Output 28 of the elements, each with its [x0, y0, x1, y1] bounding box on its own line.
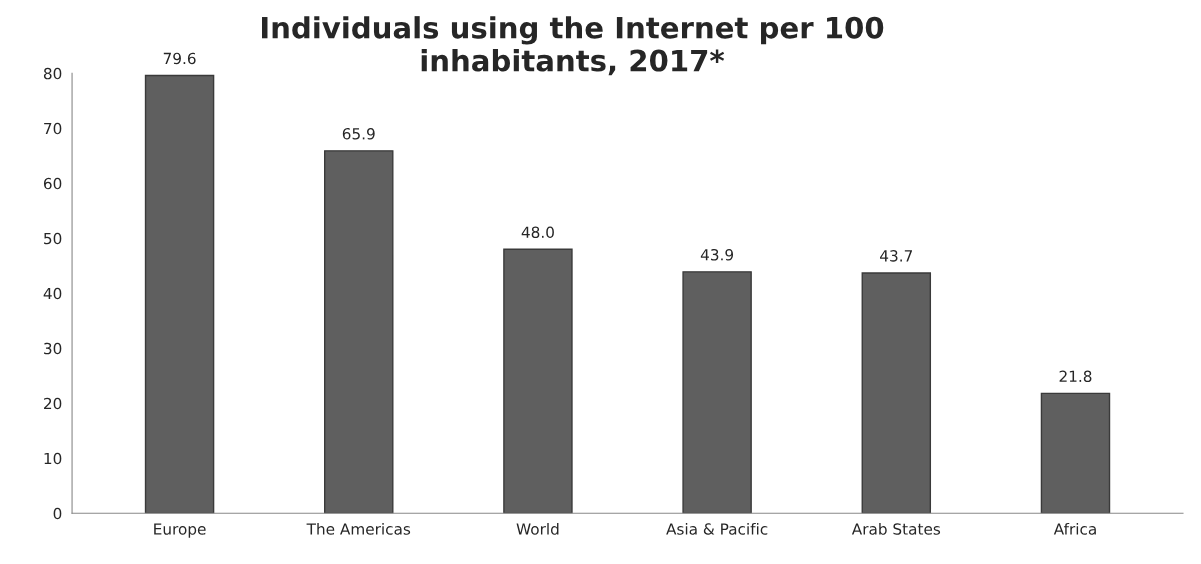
y-tick-label: 70: [44, 122, 62, 135]
x-tick-label: Africa: [1053, 522, 1096, 535]
y-tick-label: 80: [43, 67, 62, 80]
data-label: 43.7: [880, 250, 912, 262]
data-label: 79.6: [163, 52, 196, 65]
bar: [682, 271, 752, 514]
bar: [503, 248, 573, 514]
x-tick-label: Europe: [154, 523, 206, 538]
y-tick-label: 60: [43, 177, 62, 190]
data-label: 48.0: [521, 226, 554, 238]
y-tick-label: 20: [44, 397, 62, 410]
x-tick-label: The Americas: [306, 522, 411, 535]
y-tick-label: 0: [53, 507, 62, 520]
data-label: 43.9: [700, 248, 734, 261]
y-tick-label: 30: [44, 342, 62, 355]
data-label: 21.8: [1059, 370, 1092, 383]
x-tick-label: Arab States: [851, 522, 941, 535]
x-tick-label: World: [516, 522, 559, 535]
y-tick-label: 10: [44, 452, 62, 465]
y-tick-label: 40: [43, 287, 62, 300]
y-tick-label: 50: [44, 232, 62, 245]
bar: [861, 272, 932, 514]
bar: [1040, 392, 1111, 514]
bar: [144, 74, 215, 514]
bar: [324, 150, 394, 514]
chart-title: Individuals using the Internet per 100 inhabitants, 2017*: [261, 16, 884, 76]
data-label: 65.9: [342, 128, 375, 140]
x-tick-label: Asia & Pacific: [666, 522, 768, 535]
